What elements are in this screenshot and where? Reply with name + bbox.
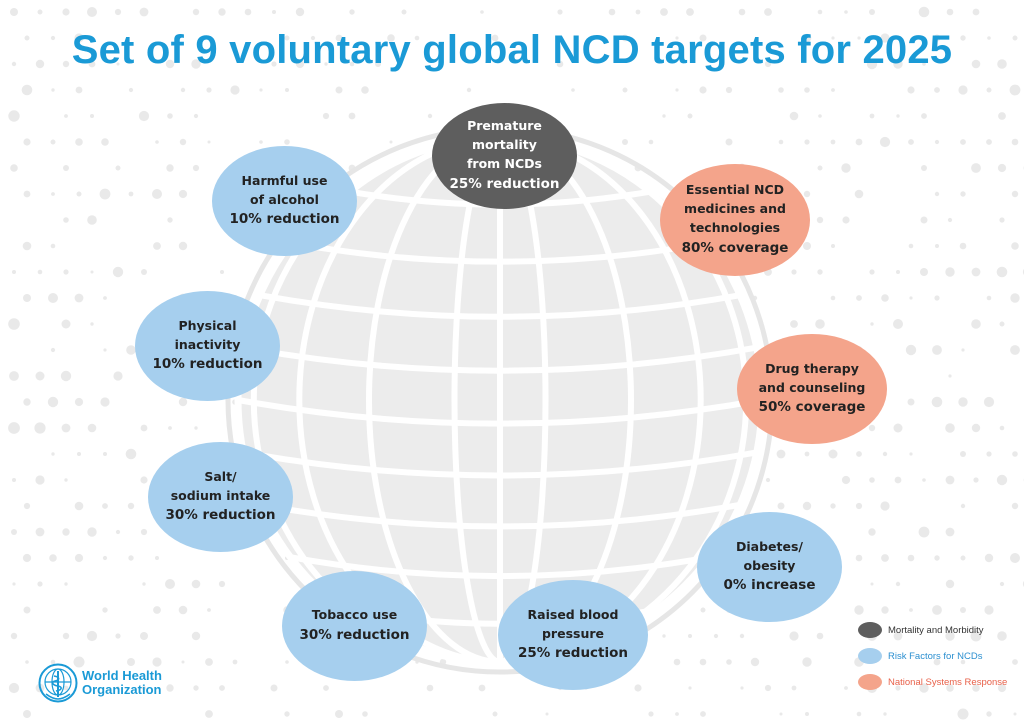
target-goal: 50% coverage	[758, 399, 866, 416]
target-label: Raised blood pressure	[527, 606, 619, 641]
legend-swatch	[858, 622, 882, 638]
target-physical-inactivity: Physical inactivity 10% reduction	[135, 291, 280, 401]
legend: Mortality and Morbidity Risk Factors for…	[858, 620, 1018, 698]
target-goal: 80% coverage	[681, 239, 789, 256]
target-drug-therapy: Drug therapy and counseling 50% coverage	[737, 334, 887, 444]
target-label: Diabetes/ obesity	[736, 538, 803, 573]
target-goal: 30% reduction	[299, 626, 410, 643]
target-label: Premature mortality from NCDs	[466, 118, 542, 171]
target-tobacco-use: Tobacco use 30% reduction	[282, 571, 427, 681]
target-goal: 25% reduction	[449, 175, 560, 192]
logo-text-line1: World Health	[82, 668, 162, 683]
legend-label: Risk Factors for NCDs	[888, 650, 983, 662]
logo-text-line2: Organization	[82, 682, 162, 697]
target-diabetes-obesity: Diabetes/ obesity 0% increase	[697, 512, 842, 622]
target-label: Tobacco use	[311, 607, 398, 623]
page-title: Set of 9 voluntary global NCD targets fo…	[71, 28, 953, 72]
target-label: Physical inactivity	[174, 317, 241, 352]
legend-item-risk-factors: Risk Factors for NCDs	[858, 646, 1018, 666]
target-salt-sodium: Salt/ sodium intake 30% reduction	[148, 442, 293, 552]
who-logo: World Health Organization	[38, 663, 162, 703]
target-goal: 30% reduction	[165, 507, 276, 524]
legend-swatch	[858, 648, 882, 664]
who-emblem-icon	[38, 663, 78, 703]
target-harmful-alcohol: Harmful use of alcohol 10% reduction	[212, 146, 357, 256]
legend-label: Mortality and Morbidity	[888, 624, 984, 636]
target-goal: 10% reduction	[152, 356, 263, 373]
target-label: Salt/ sodium intake	[170, 468, 271, 503]
target-essential-medicines: Essential NCD medicines and technologies…	[660, 164, 810, 276]
legend-label: National Systems Response	[888, 676, 1008, 688]
target-label: Drug therapy and counseling	[758, 360, 866, 395]
target-raised-blood-pressure: Raised blood pressure 25% reduction	[498, 580, 648, 690]
legend-swatch	[858, 674, 882, 690]
target-premature-mortality: Premature mortality from NCDs 25% reduct…	[432, 103, 577, 209]
target-goal: 25% reduction	[517, 645, 629, 662]
legend-item-mortality: Mortality and Morbidity	[858, 620, 1018, 640]
target-label: Essential NCD medicines and technologies	[684, 182, 786, 235]
target-label: Harmful use of alcohol	[241, 172, 328, 207]
legend-item-national-systems: National Systems Response	[858, 672, 1018, 692]
target-goal: 10% reduction	[229, 211, 340, 228]
target-goal: 0% increase	[723, 577, 816, 594]
